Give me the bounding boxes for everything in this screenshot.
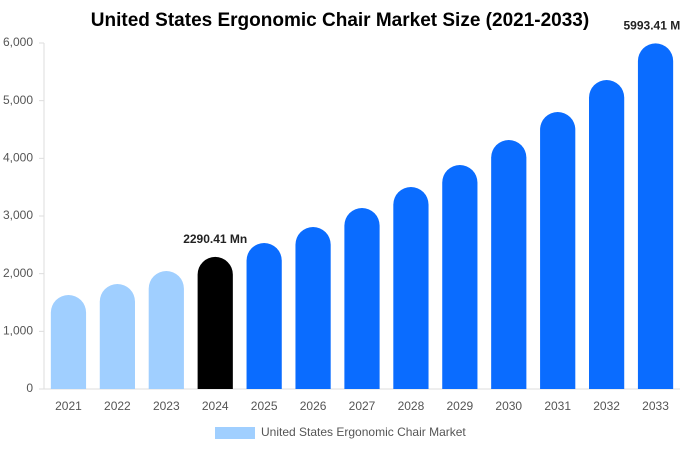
y-tick-label: 3,000 [3,208,33,222]
bar [393,186,429,389]
y-tick-label: 2,000 [3,266,33,280]
y-tick-label: 1,000 [3,324,33,338]
bar [50,295,87,389]
x-tick-label: 2025 [251,399,278,413]
y-tick-label: 5,000 [3,93,33,107]
bar [246,243,282,389]
x-tick-label: 2022 [104,399,131,413]
x-tick-label: 2029 [446,399,473,413]
bar [197,256,233,389]
bar [637,43,674,389]
x-tick-label: 2021 [55,399,82,413]
x-tick-label: 2033 [642,399,669,413]
bar [99,283,135,389]
legend-label: United States Ergonomic Chair Market [261,425,466,439]
x-tick-label: 2028 [398,399,425,413]
x-tick-label: 2027 [349,399,376,413]
x-tick-label: 2032 [593,399,620,413]
y-tick-label: 0 [26,381,33,395]
legend-swatch [215,427,255,439]
bar [344,207,380,389]
value-label: 2290.41 Mn [183,232,247,246]
y-tick-label: 4,000 [3,151,33,165]
x-tick-label: 2030 [495,399,522,413]
bar [442,165,478,389]
x-tick-label: 2026 [300,399,327,413]
bar [295,227,331,389]
bar [148,271,184,389]
chart-title: United States Ergonomic Chair Market Siz… [91,10,589,31]
bar [589,80,625,389]
value-label: 5993.41 Mn [624,19,680,33]
x-tick-label: 2031 [544,399,571,413]
x-tick-label: 2024 [202,399,229,413]
x-tick-label: 2023 [153,399,180,413]
bar [491,140,527,389]
y-tick-label: 6,000 [3,35,33,49]
bar [540,112,576,389]
